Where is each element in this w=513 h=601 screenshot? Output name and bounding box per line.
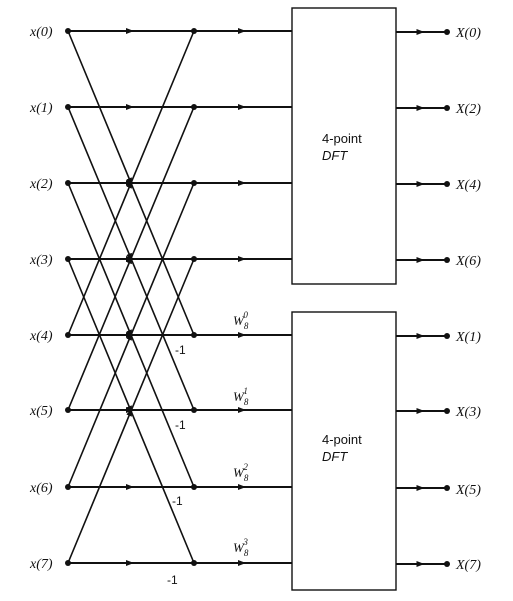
cross-up-1-arrow [126,255,133,265]
output-node-4 [444,333,450,339]
output-node-0 [444,29,450,35]
output-node-1 [444,105,450,111]
minus-one-label-7: -1 [167,573,178,587]
minus-one-label-6: -1 [172,494,183,508]
dft-box-bottom-label-2: DFT [322,449,348,464]
output-node-7 [444,561,450,567]
dft-box-bottom [291,311,397,591]
minus-one-label-5: -1 [175,418,186,432]
mid-node-6 [191,484,197,490]
output-label-top-1: X(2) [455,102,481,117]
twiddle-label-1: W81 [233,386,249,407]
output-label-bottom-3: X(7) [455,558,481,573]
input-node-7 [65,560,71,566]
twiddle-base-1: W [233,389,245,404]
twiddle-sub-2: 8 [244,473,249,483]
twiddle-label-3: W83 [233,537,249,558]
input-label-0: x(0) [29,25,53,40]
mid-node-3 [191,256,197,262]
input-label-1: x(1) [29,101,53,116]
twiddle-sup-2: 2 [243,462,248,472]
cross-up-2-arrow [126,332,133,341]
output-label-top-3: X(6) [455,254,481,269]
twiddle-base-3: W [233,540,245,555]
input-label-2: x(2) [29,177,53,192]
cross-up-3-arrow [126,408,133,417]
input-label-7: x(7) [29,557,53,572]
twiddle-sub-3: 8 [244,548,249,558]
input-node-6 [65,484,71,490]
input-label-6: x(6) [29,481,53,496]
output-node-6 [444,485,450,491]
mid-node-2 [191,180,197,186]
input-label-5: x(5) [29,404,53,419]
twiddle-sup-0: 0 [243,310,248,320]
input-node-3 [65,256,71,262]
mid-node-7 [191,560,197,566]
mid-node-4 [191,332,197,338]
twiddle-label-0: W80 [233,310,249,331]
twiddle-label-2: W82 [233,462,249,483]
dft-box-top [291,7,397,285]
twiddle-sup-1: 1 [243,386,248,396]
input-label-4: x(4) [29,329,53,344]
mid-node-0 [191,28,197,34]
mid-node-1 [191,104,197,110]
wire-group [67,28,447,567]
twiddle-base-2: W [233,465,245,480]
dft-box-bottom-label-1: 4-point [322,432,362,447]
twiddle-sup-3: 3 [242,537,248,547]
input-node-0 [65,28,71,34]
mid-node-5 [191,407,197,413]
input-node-2 [65,180,71,186]
output-node-2 [444,181,450,187]
output-label-top-2: X(4) [455,178,481,193]
minus-one-label-4: -1 [175,343,186,357]
input-node-1 [65,104,71,110]
dft-box-top-label-1: 4-point [322,131,362,146]
output-node-3 [444,257,450,263]
input-node-4 [65,332,71,338]
twiddle-base-0: W [233,313,245,328]
cross-up-0-arrow [126,180,133,189]
output-label-bottom-1: X(3) [455,405,481,420]
input-label-3: x(3) [29,253,53,268]
output-label-bottom-2: X(5) [455,483,481,498]
dft-box-top-label-2: DFT [322,148,348,163]
output-node-5 [444,408,450,414]
twiddle-sub-1: 8 [244,397,249,407]
input-node-5 [65,407,71,413]
output-label-top-0: X(0) [455,26,481,41]
output-label-bottom-0: X(1) [455,330,481,345]
node-group [65,28,450,567]
twiddle-sub-0: 8 [244,321,249,331]
